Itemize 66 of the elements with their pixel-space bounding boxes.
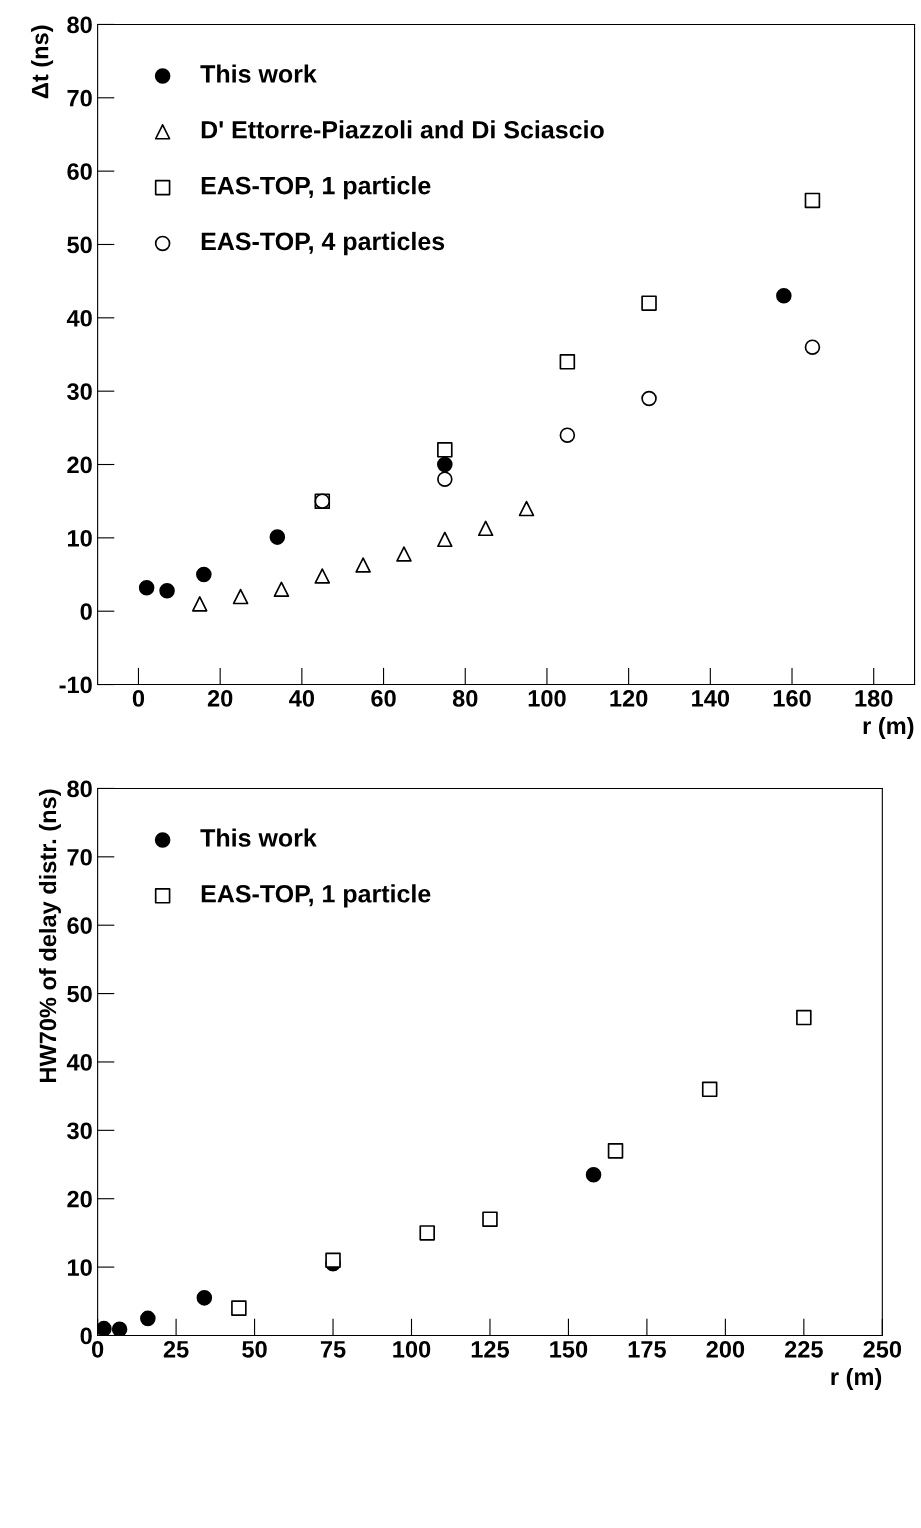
point [138,579,155,596]
x-tick-label: 20 [207,690,233,707]
y-tick-label: 10 [67,529,92,547]
y-tick-label: 40 [66,1054,92,1071]
x-tick-label: 100 [393,1340,431,1358]
point [419,1225,435,1241]
y-tick-label: 60 [67,163,92,180]
point [701,1081,718,1098]
y-tick-label: 30 [67,383,92,400]
y-tick-label: 50 [67,236,92,254]
x-tick-label: 140 [692,690,730,707]
point [559,354,576,370]
point [140,1310,156,1327]
legend-label: D' Ettorre-Piazzoli and Di Sciascio [201,120,604,139]
point [804,192,821,209]
y-tick-label: 70 [67,89,92,107]
y-axis-title: HW70% of delay distr. (ns) [38,789,61,1083]
x-tick-label: 250 [863,1340,902,1358]
legend-label: EAS-TOP, 4 particles [201,231,445,256]
y-tick-label: 10 [67,1259,92,1276]
y-tick-label: 0 [80,603,92,620]
y-tick-label: 40 [66,309,92,327]
y-axis-title: Δt (ns) [31,25,54,99]
x-tick-label: 120 [610,690,648,707]
x-tick-label: 175 [628,1341,666,1358]
y-tick-label: 0 [80,1327,92,1345]
legend-label: EAS-TOP, 1 particle [201,884,431,908]
x-tick-label: 60 [371,690,396,707]
x-tick-label: 40 [289,690,315,707]
y-tick-label: -10 [59,676,92,694]
y-tick-label: 70 [67,848,92,866]
y-tick-label: 20 [67,456,92,474]
point [196,566,212,583]
y-tick-label: 20 [67,1190,92,1208]
y-tick-label: 60 [67,917,92,934]
y-tick-label: 50 [67,985,92,1003]
point [111,1321,128,1336]
y-tick-label: 30 [67,1122,92,1140]
point [607,1143,624,1159]
x-tick-label: 160 [773,690,811,707]
x-tick-label: 225 [784,1340,823,1358]
x-tick-label: 180 [855,690,893,707]
x-tick-label: 25 [163,1340,189,1358]
x-tick-label: 75 [320,1341,346,1358]
x-axis-title: r (m) [831,1367,882,1390]
x-tick-label: 125 [471,1340,510,1358]
x-tick-label: 80 [452,690,478,707]
legend-label: EAS-TOP, 1 particle [201,176,431,200]
x-tick-label: 100 [528,690,566,707]
x-tick-label: 150 [550,1340,588,1358]
point [796,1009,812,1026]
point [159,582,175,599]
x-tick-label: 50 [242,1340,267,1358]
point [585,1167,602,1183]
y-tick-label: 80 [67,780,92,798]
point [437,456,453,473]
point [196,1290,213,1306]
x-tick-label: 0 [132,690,145,707]
x-tick-label: 0 [91,1340,104,1358]
legend-label: This work [200,64,317,83]
legend-label: This work [200,828,317,847]
x-tick-label: 200 [706,1340,745,1358]
x-axis-title: r (m) [863,716,914,739]
point [776,288,792,304]
point [269,529,286,545]
y-tick-label: 80 [67,16,92,34]
